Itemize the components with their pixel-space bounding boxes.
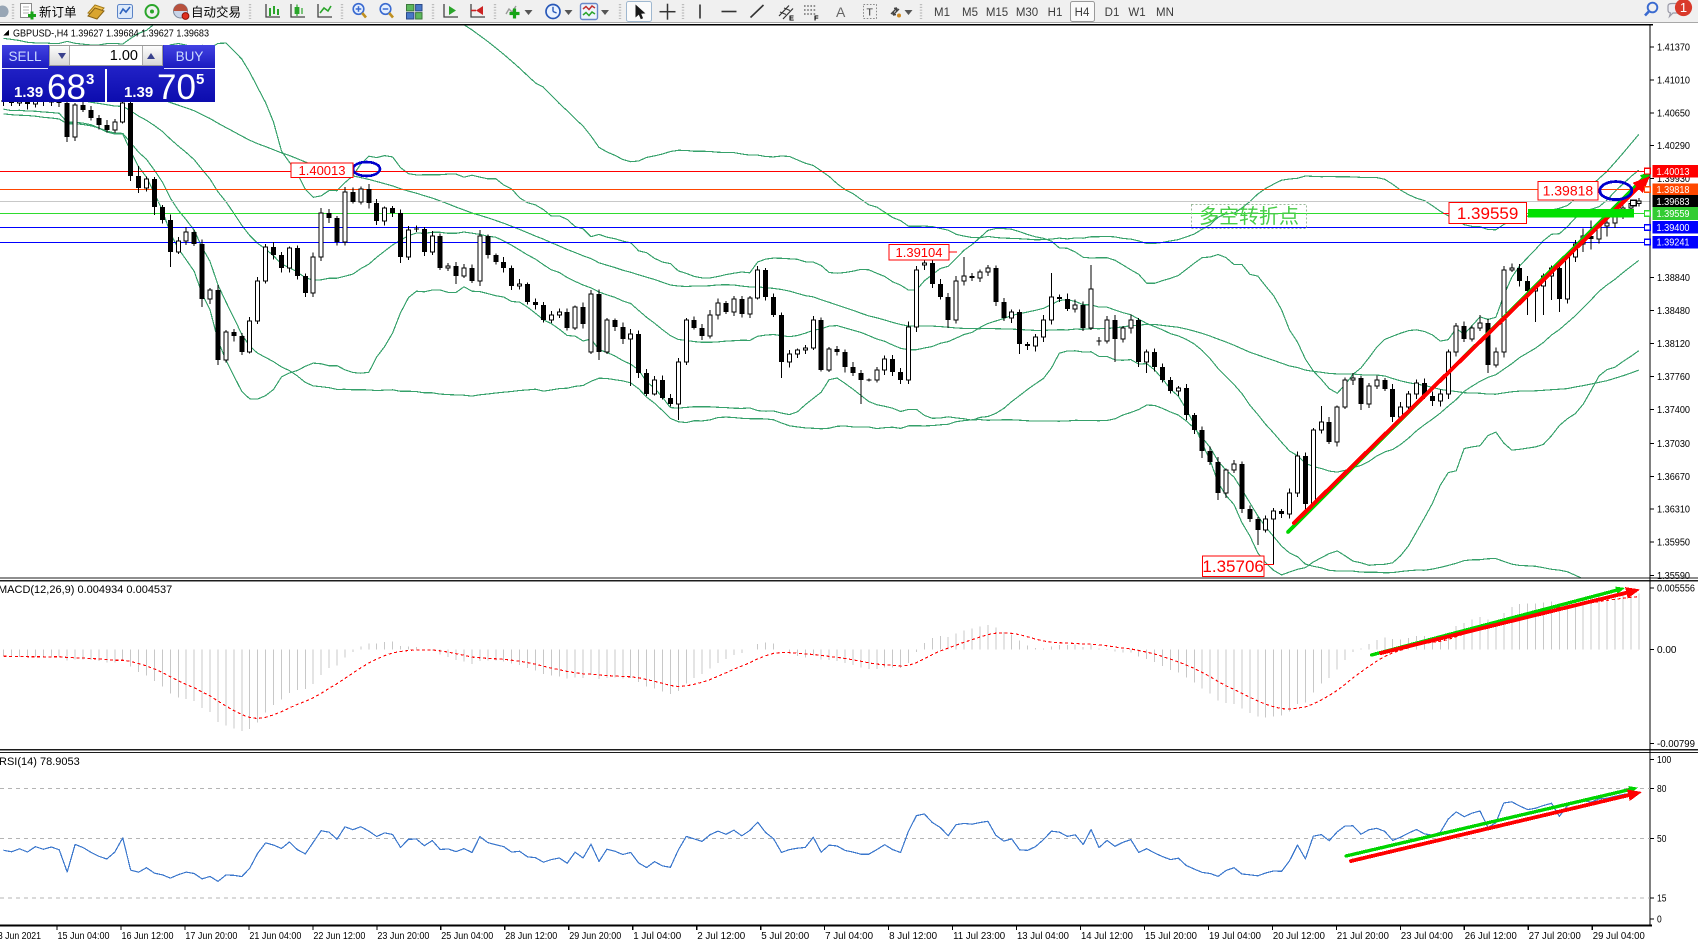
svg-text:1.35590: 1.35590 xyxy=(1657,571,1690,582)
svg-text:1.38840: 1.38840 xyxy=(1657,273,1690,284)
svg-text:23 Jun 20:00: 23 Jun 20:00 xyxy=(377,931,429,942)
svg-text:1.39683: 1.39683 xyxy=(1657,197,1690,208)
svg-text:26 Jul 12:00: 26 Jul 12:00 xyxy=(1465,931,1517,942)
svg-text:0.00: 0.00 xyxy=(1657,645,1677,656)
svg-text:0.005556: 0.005556 xyxy=(1657,584,1695,595)
svg-text:21 Jul 20:00: 21 Jul 20:00 xyxy=(1337,931,1389,942)
svg-text:8 Jul 12:00: 8 Jul 12:00 xyxy=(889,931,937,942)
svg-text:A: A xyxy=(836,4,846,20)
svg-text:13 Jun 2021: 13 Jun 2021 xyxy=(0,931,41,942)
svg-text:1.39930: 1.39930 xyxy=(1657,174,1690,185)
svg-text:15: 15 xyxy=(1657,894,1667,905)
svg-text:29 Jun 20:00: 29 Jun 20:00 xyxy=(569,931,621,942)
svg-text:1.37030: 1.37030 xyxy=(1657,439,1690,450)
svg-text:多空转折点: 多空转折点 xyxy=(1199,205,1299,228)
svg-text:0: 0 xyxy=(1657,915,1662,926)
svg-text:T: T xyxy=(867,7,874,19)
svg-text:-0.00799: -0.00799 xyxy=(1657,739,1695,750)
svg-text:1.39559: 1.39559 xyxy=(1657,209,1690,220)
svg-text:1.41370: 1.41370 xyxy=(1657,43,1690,54)
svg-text:H1: H1 xyxy=(1048,7,1063,19)
svg-text:1.39559: 1.39559 xyxy=(1457,204,1518,223)
svg-text:1.38120: 1.38120 xyxy=(1657,339,1690,350)
svg-text:16 Jun 12:00: 16 Jun 12:00 xyxy=(122,931,174,942)
svg-text:MACD(12,26,9) 0.004934 0.00453: MACD(12,26,9) 0.004934 0.004537 xyxy=(0,584,172,596)
svg-text:21 Jun 04:00: 21 Jun 04:00 xyxy=(249,931,301,942)
svg-text:D1: D1 xyxy=(1105,7,1120,19)
svg-text:80: 80 xyxy=(1657,784,1667,795)
svg-text:1.41010: 1.41010 xyxy=(1657,76,1690,87)
svg-text:W1: W1 xyxy=(1128,7,1145,19)
svg-text:E: E xyxy=(789,14,794,23)
svg-text:14 Jul 12:00: 14 Jul 12:00 xyxy=(1081,931,1133,942)
svg-text:1.39241: 1.39241 xyxy=(1657,238,1690,249)
svg-text:17 Jun 20:00: 17 Jun 20:00 xyxy=(185,931,237,942)
svg-text:28 Jun 12:00: 28 Jun 12:00 xyxy=(505,931,557,942)
svg-text:22 Jun 12:00: 22 Jun 12:00 xyxy=(313,931,365,942)
svg-text:100: 100 xyxy=(1657,755,1672,766)
svg-text:GBPUSD-,H4 1.39627 1.39684 1.: GBPUSD-,H4 1.39627 1.39684 1.39627 1.396… xyxy=(13,29,209,40)
svg-text:2 Jul 12:00: 2 Jul 12:00 xyxy=(697,931,745,942)
svg-text:1.40013: 1.40013 xyxy=(1657,167,1690,178)
svg-text:1.39818: 1.39818 xyxy=(1543,183,1594,199)
svg-text:1.35950: 1.35950 xyxy=(1657,538,1690,549)
svg-text:M15: M15 xyxy=(986,7,1008,19)
svg-text:1.40650: 1.40650 xyxy=(1657,109,1690,120)
svg-text:H4: H4 xyxy=(1075,7,1090,19)
svg-text:50: 50 xyxy=(1657,834,1667,845)
svg-text:RSI(14) 78.9053: RSI(14) 78.9053 xyxy=(0,756,80,768)
svg-text:1.39104: 1.39104 xyxy=(896,245,943,260)
svg-text:27 Jul 20:00: 27 Jul 20:00 xyxy=(1529,931,1581,942)
svg-text:5 Jul 20:00: 5 Jul 20:00 xyxy=(761,931,809,942)
svg-text:1.39818: 1.39818 xyxy=(1657,185,1690,196)
svg-text:1.36310: 1.36310 xyxy=(1657,505,1690,516)
svg-text:1.40013: 1.40013 xyxy=(299,163,346,178)
svg-text:新订单: 新订单 xyxy=(39,5,77,20)
svg-text:1.36670: 1.36670 xyxy=(1657,472,1690,483)
svg-text:29 Jul 04:00: 29 Jul 04:00 xyxy=(1593,931,1645,942)
svg-text:1.37400: 1.37400 xyxy=(1657,405,1690,416)
svg-text:M5: M5 xyxy=(962,7,978,19)
svg-text:19 Jul 04:00: 19 Jul 04:00 xyxy=(1209,931,1261,942)
svg-text:1.38480: 1.38480 xyxy=(1657,306,1690,317)
svg-text:1.39400: 1.39400 xyxy=(1657,223,1690,234)
svg-text:1.37760: 1.37760 xyxy=(1657,372,1690,383)
svg-text:1.35706: 1.35706 xyxy=(1202,557,1263,576)
svg-text:20 Jul 12:00: 20 Jul 12:00 xyxy=(1273,931,1325,942)
svg-text:15 Jul 20:00: 15 Jul 20:00 xyxy=(1145,931,1197,942)
svg-text:15 Jun 04:00: 15 Jun 04:00 xyxy=(58,931,110,942)
svg-text:1 Jul 04:00: 1 Jul 04:00 xyxy=(633,931,681,942)
svg-text:25 Jun 04:00: 25 Jun 04:00 xyxy=(441,931,493,942)
svg-text:F: F xyxy=(814,14,819,23)
svg-text:1.40290: 1.40290 xyxy=(1657,141,1690,152)
svg-text:自动交易: 自动交易 xyxy=(191,5,241,20)
svg-text:M1: M1 xyxy=(934,7,950,19)
svg-text:23 Jul 04:00: 23 Jul 04:00 xyxy=(1401,931,1453,942)
svg-text:7 Jul 04:00: 7 Jul 04:00 xyxy=(825,931,873,942)
svg-text:1: 1 xyxy=(1680,0,1687,15)
svg-text:13 Jul 04:00: 13 Jul 04:00 xyxy=(1017,931,1069,942)
svg-text:MN: MN xyxy=(1156,7,1174,19)
svg-text:M30: M30 xyxy=(1016,7,1038,19)
svg-text:11 Jul 23:00: 11 Jul 23:00 xyxy=(953,931,1005,942)
